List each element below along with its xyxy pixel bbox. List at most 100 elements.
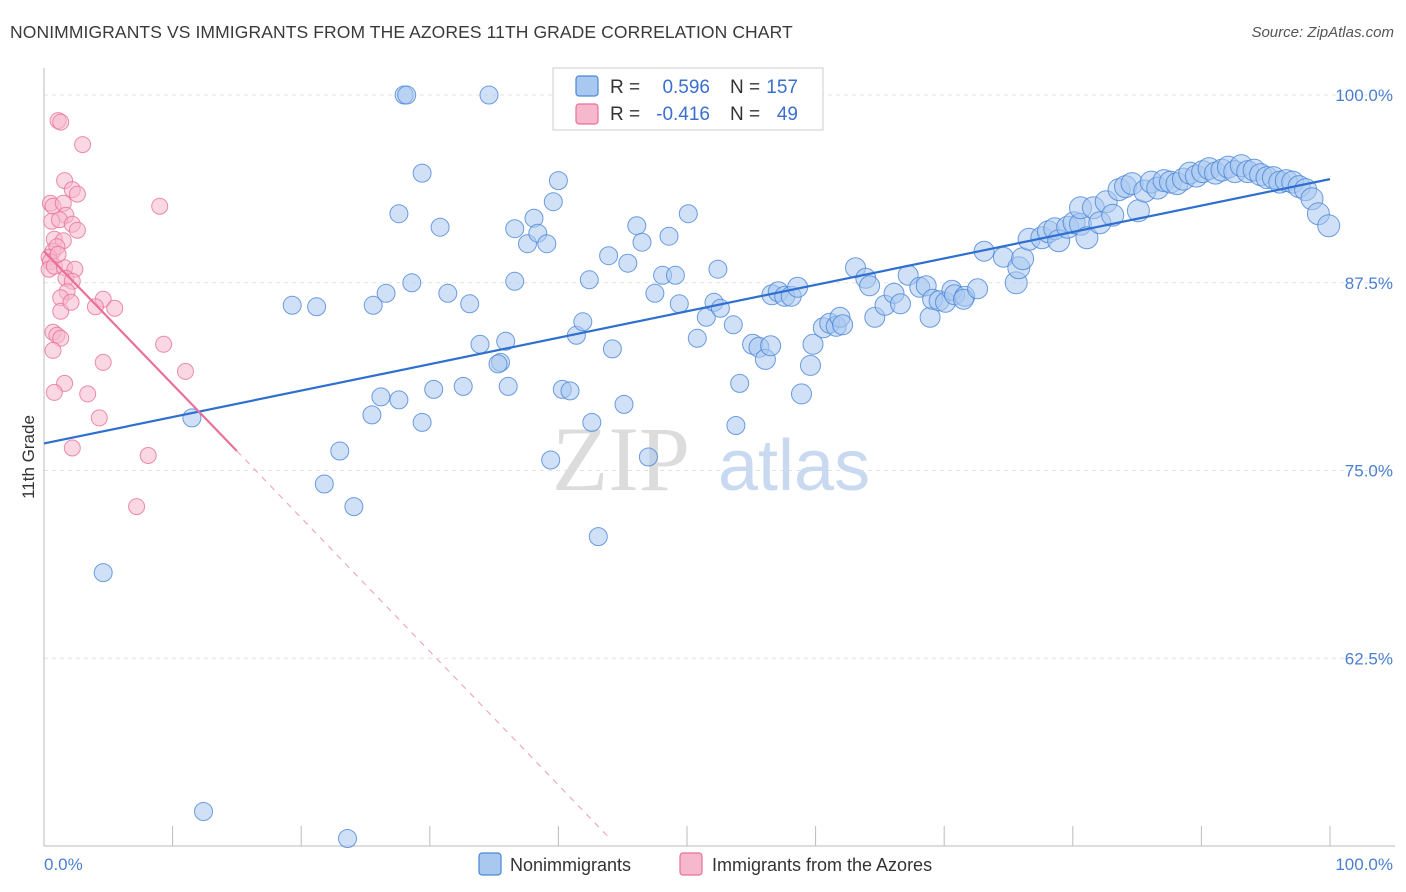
- series-azores: [40, 112, 194, 516]
- watermark-atlas: atlas: [718, 426, 870, 506]
- data-point-nonimmigrants: [560, 381, 580, 401]
- data-point-nonimmigrants: [541, 450, 561, 470]
- data-point-nonimmigrants: [344, 497, 364, 517]
- data-point-azores: [128, 498, 146, 516]
- legend-n-label: N =: [730, 104, 760, 125]
- data-point-nonimmigrants: [687, 328, 707, 348]
- y-tick-label: 100.0%: [1335, 86, 1393, 105]
- x-axis-ticks: [43, 826, 1331, 846]
- data-point-azores: [177, 362, 194, 380]
- data-point-nonimmigrants: [424, 379, 444, 399]
- data-point-azores: [90, 409, 108, 427]
- y-axis-tick-labels: 62.5% 75.0% 87.5% 100.0%: [1335, 86, 1393, 668]
- legend-r-value-nonimmigrants: 0.596: [662, 77, 710, 98]
- legend-r-label: R =: [610, 77, 640, 98]
- data-point-azores: [68, 185, 86, 203]
- y-axis-label: 11th Grade: [19, 415, 38, 499]
- data-point-nonimmigrants: [496, 331, 516, 351]
- data-point-nonimmigrants: [1317, 214, 1341, 238]
- legend-n-label: N =: [730, 77, 760, 98]
- x-tick-label-min: 0.0%: [44, 855, 83, 874]
- x-axis-tick-labels: 0.0% 100.0%: [44, 855, 1393, 874]
- data-point-nonimmigrants: [708, 259, 728, 279]
- trend-line-azores-extension: [236, 450, 611, 839]
- data-point-azores: [94, 353, 112, 371]
- data-point-nonimmigrants: [723, 315, 743, 335]
- data-point-nonimmigrants: [371, 387, 391, 407]
- legend-swatch-nonimmigrants: [575, 75, 599, 97]
- data-point-nonimmigrants: [479, 85, 499, 105]
- legend-swatch-nonimmigrants: [478, 852, 502, 876]
- data-point-azores: [52, 329, 70, 347]
- data-point-nonimmigrants: [363, 295, 383, 315]
- data-point-azores: [79, 385, 97, 403]
- data-point-azores: [139, 447, 157, 464]
- data-point-nonimmigrants: [194, 802, 213, 821]
- data-point-nonimmigrants: [389, 390, 409, 410]
- data-point-nonimmigrants: [389, 204, 409, 224]
- data-point-nonimmigrants: [330, 441, 350, 461]
- data-point-azores: [74, 136, 92, 154]
- data-point-nonimmigrants: [953, 288, 974, 310]
- data-point-azores: [52, 113, 70, 131]
- data-point-nonimmigrants: [338, 829, 357, 848]
- data-point-nonimmigrants: [800, 354, 821, 376]
- data-point-nonimmigrants: [573, 312, 593, 332]
- data-point-nonimmigrants: [548, 171, 568, 191]
- data-point-nonimmigrants: [362, 405, 382, 425]
- legend-label-nonimmigrants: Nonimmigrants: [510, 855, 631, 875]
- data-point-nonimmigrants: [460, 294, 480, 314]
- legend-swatch-azores: [679, 852, 703, 876]
- data-point-nonimmigrants: [1101, 203, 1125, 227]
- data-point-nonimmigrants: [453, 376, 473, 396]
- data-point-azores: [106, 299, 124, 317]
- data-point-nonimmigrants: [967, 278, 989, 300]
- data-point-azores: [62, 293, 80, 311]
- data-point-nonimmigrants: [614, 394, 634, 414]
- data-point-nonimmigrants: [1011, 247, 1035, 271]
- data-point-nonimmigrants: [505, 271, 525, 291]
- data-point-azores: [44, 341, 62, 359]
- data-point-nonimmigrants: [412, 163, 432, 183]
- data-point-nonimmigrants: [669, 294, 689, 314]
- data-point-nonimmigrants: [659, 226, 679, 246]
- data-point-nonimmigrants: [307, 297, 327, 317]
- source-label: Source: ZipAtlas.com: [1251, 24, 1394, 41]
- data-point-azores: [68, 221, 86, 239]
- data-point-azores: [151, 197, 169, 215]
- data-point-nonimmigrants: [791, 383, 812, 405]
- data-point-azores: [63, 439, 81, 457]
- data-point-nonimmigrants: [402, 273, 422, 293]
- data-point-azores: [49, 245, 67, 263]
- legend-n-value-nonimmigrants: 157: [766, 77, 798, 98]
- trend-line-nonimmigrants: [43, 178, 1331, 445]
- data-point-nonimmigrants: [602, 339, 622, 359]
- data-point-nonimmigrants: [618, 253, 638, 273]
- trend-lines: [43, 178, 1331, 839]
- chart-title: NONIMMIGRANTS VS IMMIGRANTS FROM THE AZO…: [10, 22, 793, 42]
- data-point-nonimmigrants: [314, 474, 334, 494]
- data-point-nonimmigrants: [1075, 226, 1099, 250]
- data-point-nonimmigrants: [537, 234, 557, 254]
- legend-r-value-azores: -0.416: [656, 104, 710, 125]
- data-point-nonimmigrants: [599, 246, 619, 266]
- data-point-nonimmigrants: [627, 216, 647, 236]
- data-point-nonimmigrants: [430, 217, 450, 237]
- data-point-nonimmigrants: [588, 527, 608, 547]
- data-point-nonimmigrants: [710, 298, 730, 318]
- data-point-nonimmigrants: [730, 373, 750, 393]
- data-point-nonimmigrants: [859, 275, 881, 297]
- data-point-nonimmigrants: [760, 335, 782, 357]
- y-tick-label: 87.5%: [1345, 274, 1393, 293]
- series-legend: Nonimmigrants Immigrants from the Azores: [478, 852, 932, 876]
- data-point-nonimmigrants: [543, 192, 563, 212]
- data-point-nonimmigrants: [412, 412, 432, 432]
- data-point-nonimmigrants: [665, 265, 685, 285]
- data-point-nonimmigrants: [397, 85, 417, 105]
- data-point-nonimmigrants: [645, 283, 665, 303]
- data-point-nonimmigrants: [376, 283, 396, 303]
- watermark-zip: ZIP: [552, 408, 690, 510]
- data-point-nonimmigrants: [498, 376, 518, 396]
- data-point-nonimmigrants: [832, 314, 854, 336]
